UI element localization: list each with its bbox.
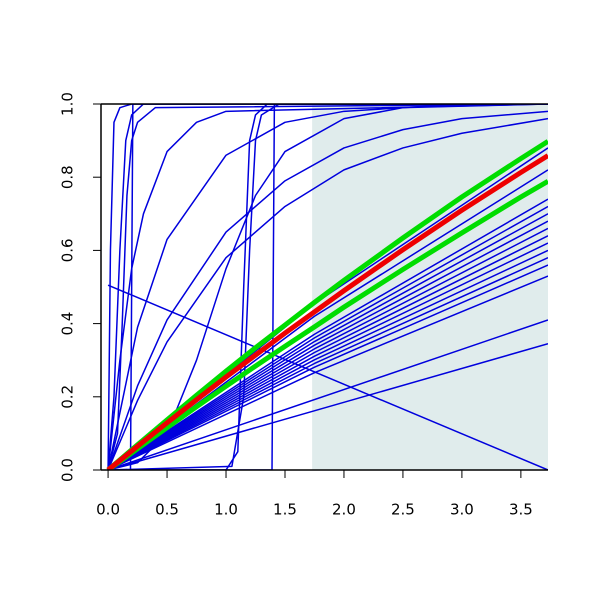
y-tick-label: 1.0 xyxy=(59,92,77,116)
curve xyxy=(107,227,548,470)
curve xyxy=(107,110,548,470)
curve xyxy=(107,284,548,470)
curve xyxy=(107,198,548,470)
x-tick-label: 3.0 xyxy=(450,501,474,519)
x-tick-label: 1.0 xyxy=(214,501,238,519)
curve xyxy=(107,104,548,470)
y-tick-label: 0.2 xyxy=(59,385,77,409)
y-tick-label: 0.6 xyxy=(59,238,77,262)
curve xyxy=(107,213,548,470)
y-tick-label: 0.0 xyxy=(59,458,77,482)
line-layer xyxy=(106,104,548,470)
curve xyxy=(107,235,548,470)
x-tick-label: 3.5 xyxy=(509,501,533,519)
curve xyxy=(107,117,548,470)
x-tick-label: 2.0 xyxy=(332,501,356,519)
curve xyxy=(107,104,548,470)
x-tick-label: 1.5 xyxy=(273,501,297,519)
curve xyxy=(107,319,548,470)
curve xyxy=(107,104,548,470)
x-tick-label: 0.5 xyxy=(155,501,179,519)
axes: 0.0 0.5 1.0 1.5 2.0 2.5 3.0 3.5 0.0 0.2 0.4 0.6 0.8 1… xyxy=(59,92,548,519)
curve xyxy=(107,343,548,470)
curve xyxy=(108,104,548,470)
curve xyxy=(107,220,548,470)
curve xyxy=(107,205,548,470)
curve xyxy=(106,179,548,470)
curve xyxy=(106,153,548,470)
curve xyxy=(107,104,548,470)
curve xyxy=(108,104,548,470)
y-tick-label: 0.4 xyxy=(59,312,77,336)
x-tick-label: 0.0 xyxy=(96,501,120,519)
curve xyxy=(107,104,548,470)
curve xyxy=(107,104,548,470)
curve xyxy=(107,257,548,470)
y-tick-label: 0.8 xyxy=(59,165,77,189)
curve xyxy=(107,249,548,470)
curve xyxy=(107,264,548,470)
curve xyxy=(107,242,548,470)
x-tick-label: 2.5 xyxy=(391,501,415,519)
curve xyxy=(108,104,548,470)
